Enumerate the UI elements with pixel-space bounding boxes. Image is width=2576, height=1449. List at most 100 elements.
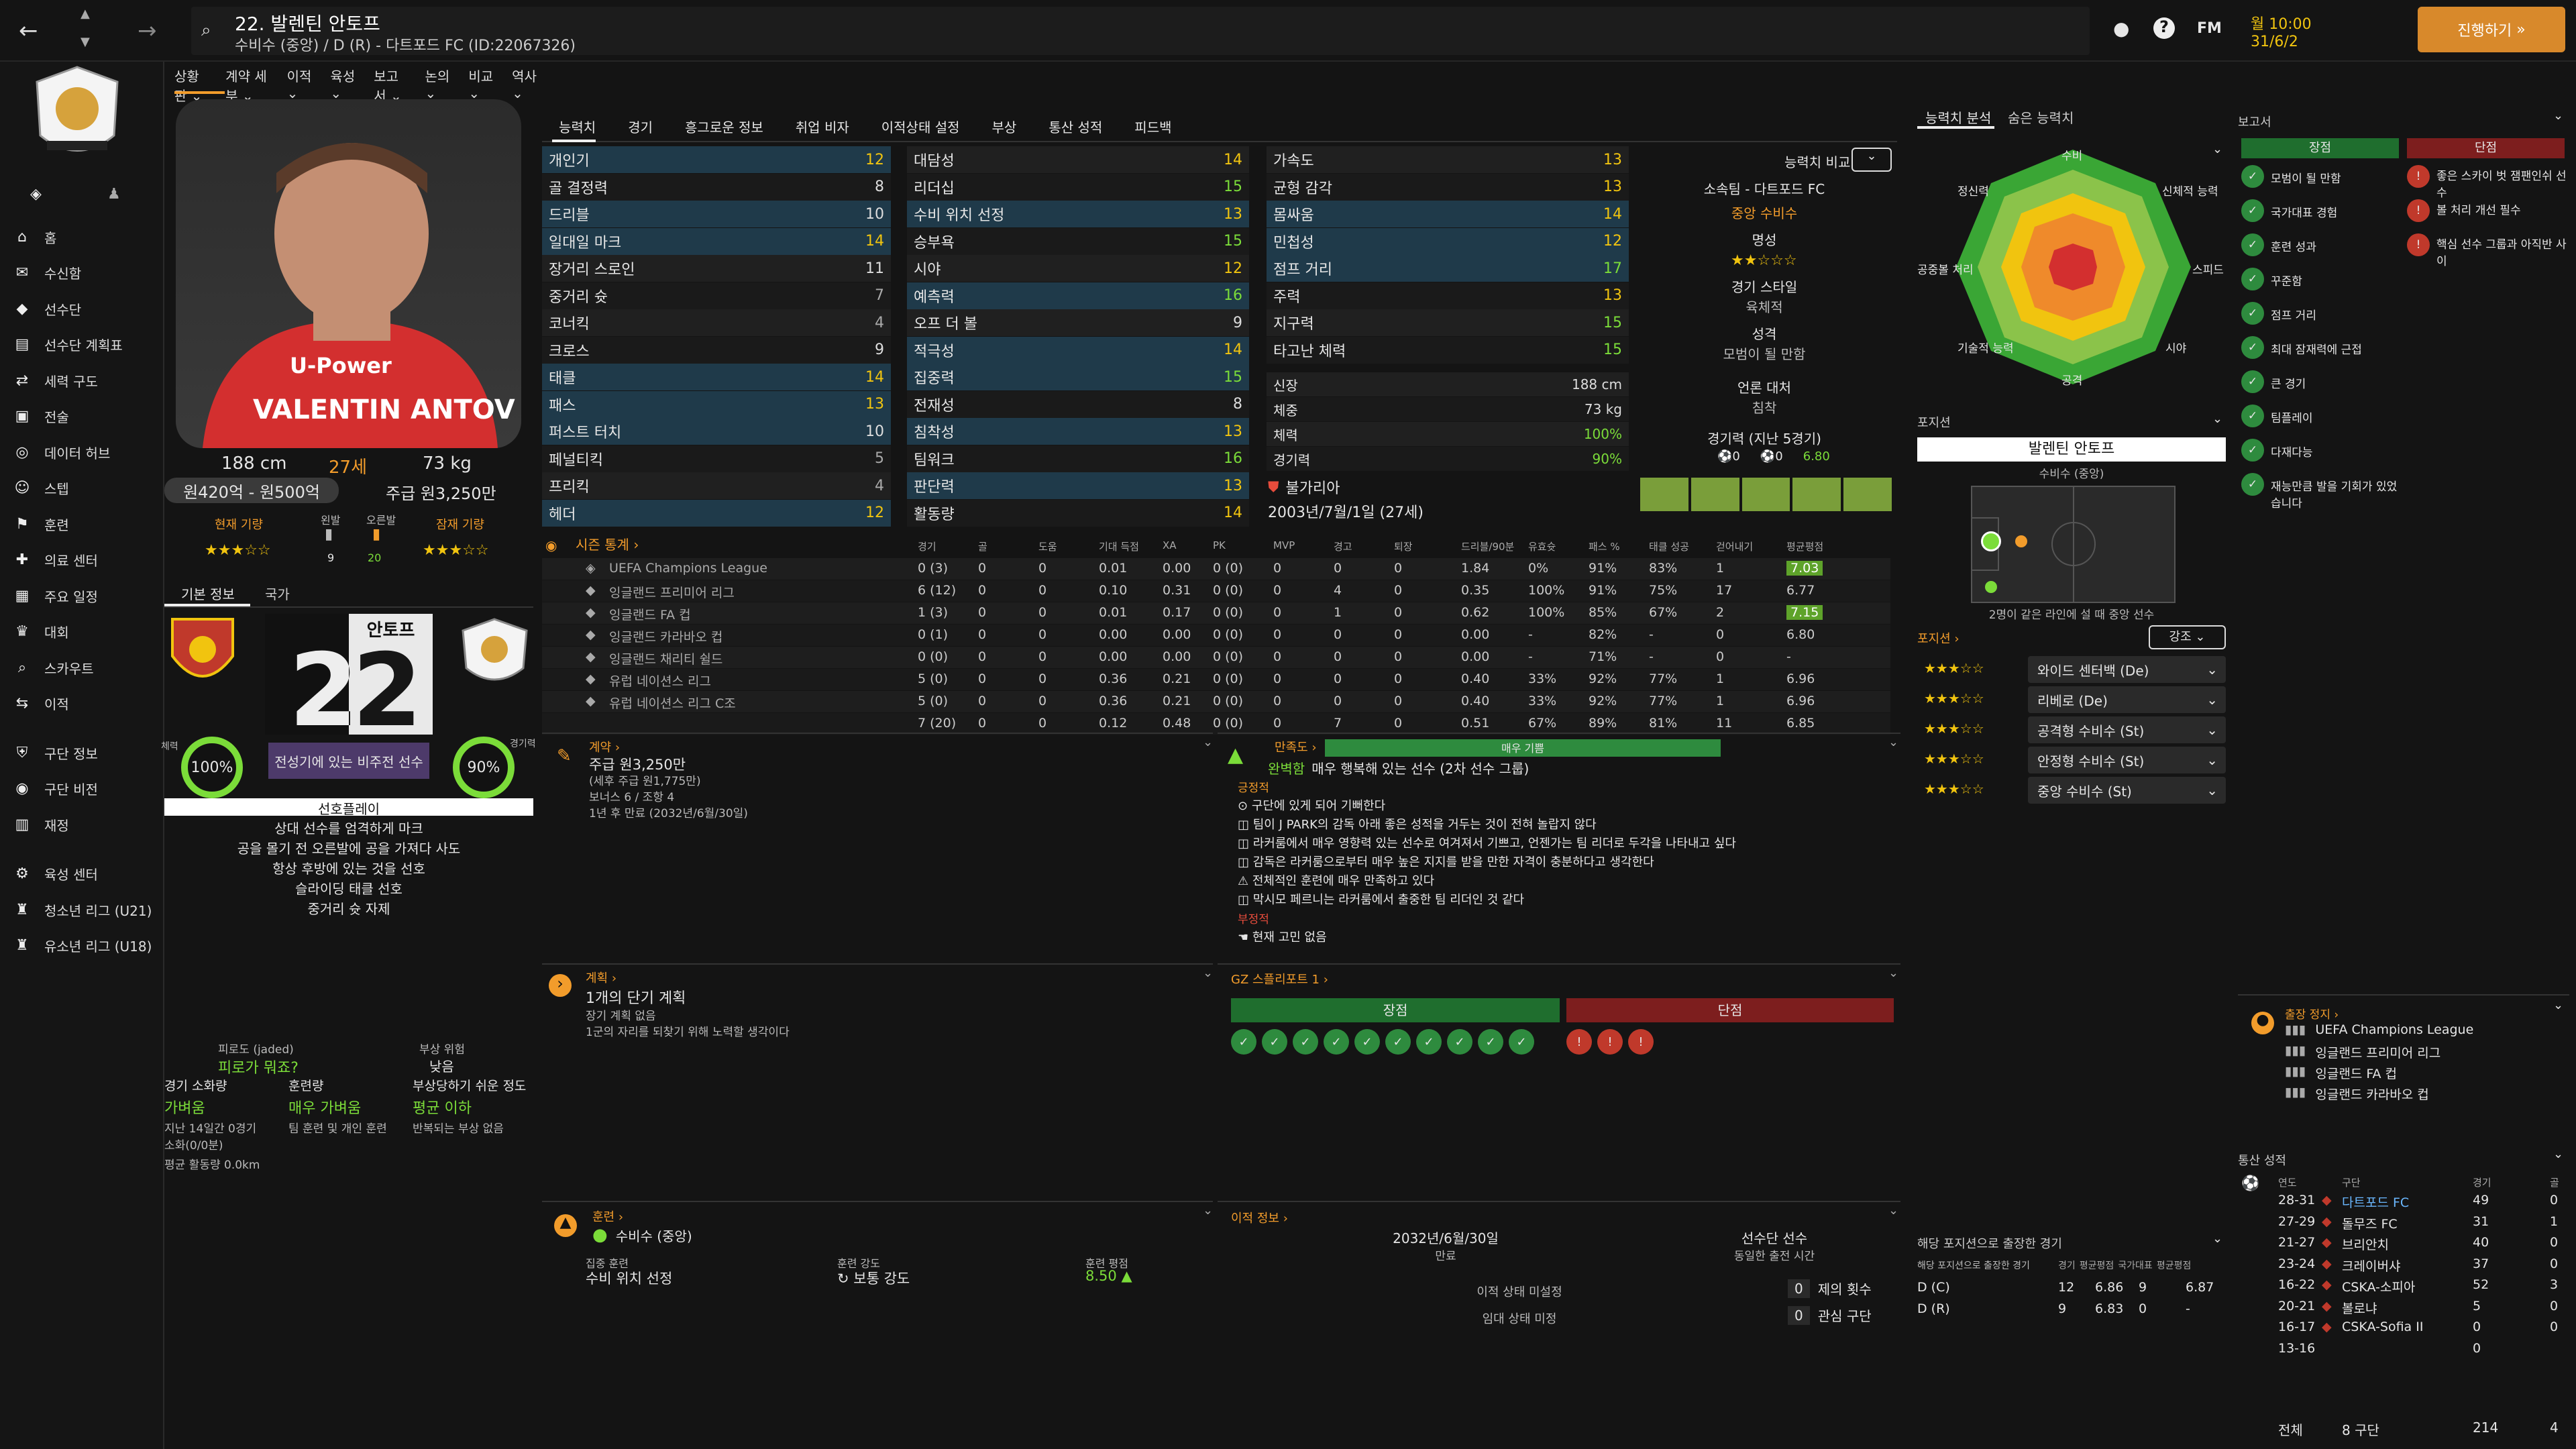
attr-row[interactable]: 골 결정력 8 bbox=[542, 173, 891, 201]
reports-expand-icon[interactable]: ⌄ bbox=[2553, 109, 2564, 123]
attr-row[interactable]: 균형 감각 13 bbox=[1267, 173, 1629, 201]
happiness-title[interactable]: 만족도 › bbox=[1275, 741, 1317, 755]
up-icon[interactable]: ▲ bbox=[80, 7, 90, 21]
sidebar-item-medical[interactable]: ✚ 의료 센터 bbox=[0, 545, 161, 576]
attr-tab-1[interactable]: 경기 bbox=[628, 119, 653, 136]
manager-tab-icon[interactable]: ♟ bbox=[107, 186, 121, 203]
career-row[interactable]: 13-16 0 bbox=[2278, 1341, 2560, 1361]
radar-dropdown-icon[interactable]: ⌄ bbox=[2212, 142, 2223, 156]
transfer-title[interactable]: 이적 정보 › bbox=[1231, 1212, 1288, 1226]
attr-row[interactable]: 판단력 13 bbox=[907, 472, 1249, 499]
fm-icon[interactable]: FM bbox=[2197, 20, 2222, 37]
career-row[interactable]: 16-22 CSKA-소피아 52 3 ◆ bbox=[2278, 1277, 2560, 1297]
strength-badge-icon[interactable]: ✓ bbox=[1293, 1029, 1318, 1055]
club-icon[interactable]: ● bbox=[2113, 17, 2130, 40]
happiness-expand-icon[interactable]: ⌄ bbox=[1888, 735, 1899, 749]
sidebar-item-squad-planner[interactable]: ▤ 선수단 계획표 bbox=[0, 329, 161, 360]
club-tab-icon[interactable]: ◈ bbox=[30, 186, 42, 203]
attr-row[interactable]: 개인기 12 bbox=[542, 146, 891, 173]
sidebar-item-club-info[interactable]: ⛨ 구단 정보 bbox=[0, 737, 161, 768]
plans-expand-icon[interactable]: ⌄ bbox=[1203, 966, 1214, 980]
sidebar-item-finances[interactable]: ▥ 재정 bbox=[0, 809, 161, 840]
banned-expand-icon[interactable]: ⌄ bbox=[2553, 998, 2564, 1012]
season-row[interactable]: ◆ 잉글랜드 프리미어 리그 6 (12) 0 0 0.10 0.31 0 (0) 0 4 0 0.3… bbox=[542, 580, 1890, 602]
season-title[interactable]: 시즌 통계 › bbox=[576, 537, 639, 553]
career-expand-icon[interactable]: ⌄ bbox=[2553, 1147, 2564, 1161]
club-crest[interactable] bbox=[27, 62, 127, 169]
sidebar-item-competitions[interactable]: ♛ 대회 bbox=[0, 616, 161, 647]
career-row[interactable]: 20-21 볼로냐 5 0 ◆ bbox=[2278, 1299, 2560, 1319]
sidebar-item-data-hub[interactable]: ◎ 데이터 허브 bbox=[0, 437, 161, 468]
training-expand-icon[interactable]: ⌄ bbox=[1203, 1203, 1214, 1218]
career-row[interactable]: 23-24 크레이버샤 37 0 ◆ bbox=[2278, 1256, 2560, 1277]
season-row[interactable]: ◆ 잉글랜드 FA 컵 1 (3) 0 0 0.01 0.17 0 (0) 0 1 0 0.62 100… bbox=[542, 602, 1890, 624]
season-row[interactable]: ◆ 유럽 네이션스 리그 5 (0) 0 0 0.36 0.21 0 (0) 0 0 0 0.40 33… bbox=[542, 669, 1890, 690]
sidebar-item-club-vision[interactable]: ◉ 구단 비전 bbox=[0, 773, 161, 804]
career-row[interactable]: 16-17 CSKA-Sofia II 0 0 ◆ bbox=[2278, 1320, 2560, 1340]
sidebar-item-u21[interactable]: ♜ 청소년 리그 (U21) bbox=[0, 894, 161, 925]
season-row[interactable]: ◈ UEFA Champions League 0 (3) 0 0 0.01 0.00 0 (… bbox=[542, 558, 1890, 580]
attr-tab-5[interactable]: 부상 bbox=[991, 119, 1017, 136]
attr-row[interactable]: 수비 위치 선정 13 bbox=[907, 201, 1249, 227]
contract-title[interactable]: 계약 › bbox=[589, 741, 621, 755]
sidebar-item-squad[interactable]: ◆ 선수단 bbox=[0, 293, 161, 324]
strength-badge-icon[interactable]: ✓ bbox=[1262, 1029, 1287, 1055]
forward-icon[interactable]: → bbox=[138, 17, 157, 44]
attr-row[interactable]: 크로스 9 bbox=[542, 336, 891, 364]
role-dropdown[interactable]: 중앙 수비수 (St) ⌄ bbox=[2028, 777, 2226, 804]
attr-row[interactable]: 주력 13 bbox=[1267, 282, 1629, 309]
subtab-2[interactable]: 이적 ⌄ bbox=[286, 68, 312, 101]
sidebar-item-transfers[interactable]: ⇆ 이적 bbox=[0, 688, 161, 719]
strengths-title[interactable]: GZ 스플리포트 1 › bbox=[1231, 973, 1328, 987]
attr-row[interactable]: 헤더 12 bbox=[542, 499, 891, 527]
sidebar-item-home[interactable]: ⌂ 홈 bbox=[0, 221, 161, 252]
attr-row[interactable]: 전재성 8 bbox=[907, 390, 1249, 418]
sidebar-item-inbox[interactable]: ✉ 수신함 bbox=[0, 258, 161, 288]
attr-row[interactable]: 페널티킥 5 bbox=[542, 445, 891, 472]
attr-row[interactable]: 리더십 15 bbox=[907, 173, 1249, 201]
attr-row[interactable]: 태클 14 bbox=[542, 364, 891, 390]
attr-tab-3[interactable]: 취업 비자 bbox=[795, 119, 849, 136]
strength-badge-icon[interactable]: ✓ bbox=[1478, 1029, 1503, 1055]
search-bar[interactable]: ⌕ 22. 발렌틴 안토프 수비수 (중앙) / D (R) - 다트포드 FC… bbox=[191, 7, 2090, 55]
subtab-7[interactable]: 역사 ⌄ bbox=[512, 68, 537, 101]
attr-tab-0[interactable]: 능력치 bbox=[559, 119, 596, 136]
attr-row[interactable]: 일대일 마크 14 bbox=[542, 227, 891, 255]
attr-row[interactable]: 예측력 16 bbox=[907, 282, 1249, 309]
strengths-expand-icon[interactable]: ⌄ bbox=[1888, 966, 1899, 980]
attr-row[interactable]: 드리블 10 bbox=[542, 201, 891, 227]
strength-badge-icon[interactable]: ✓ bbox=[1324, 1029, 1349, 1055]
role-dropdown[interactable]: 공격형 수비수 (St) ⌄ bbox=[2028, 716, 2226, 743]
weakness-badge-icon[interactable]: ! bbox=[1597, 1029, 1623, 1055]
compare-dropdown[interactable]: ⌄ bbox=[1851, 148, 1892, 172]
attr-row[interactable]: 타고난 체력 15 bbox=[1267, 336, 1629, 364]
season-row[interactable]: 7 (20) 0 0 0.12 0.48 0 (0) 0 7 0 0.51 67% 89% 81% 11 6… bbox=[542, 713, 1890, 735]
role-dropdown[interactable]: 리베로 (De) ⌄ bbox=[2028, 686, 2226, 713]
attr-row[interactable]: 활동량 14 bbox=[907, 499, 1249, 527]
roles-title[interactable]: 포지션 › bbox=[1917, 632, 1960, 646]
strength-badge-icon[interactable]: ✓ bbox=[1385, 1029, 1411, 1055]
career-row[interactable]: 21-27 브리안치 40 0 ◆ bbox=[2278, 1235, 2560, 1255]
subtab-5[interactable]: 논의 ⌄ bbox=[425, 68, 450, 101]
sidebar-item-u18[interactable]: ♜ 유소년 리그 (U18) bbox=[0, 930, 161, 961]
season-row[interactable]: ◆ 유럽 네이션스 리그 C조 5 (0) 0 0 0.36 0.21 0 (0) 0 0 0 0.4… bbox=[542, 691, 1890, 712]
role-dropdown[interactable]: 안정형 수비수 (St) ⌄ bbox=[2028, 747, 2226, 773]
training-title[interactable]: 훈련 › bbox=[592, 1210, 624, 1224]
attr-tab-6[interactable]: 통산 성적 bbox=[1049, 119, 1103, 136]
attr-row[interactable]: 중거리 슛 7 bbox=[542, 282, 891, 309]
attr-row[interactable]: 시야 12 bbox=[907, 255, 1249, 282]
season-row[interactable]: ◆ 잉글랜드 채리티 쉴드 0 (0) 0 0 0.00 0.00 0 (0) 0 0 0 0.00 -… bbox=[542, 647, 1890, 668]
down-icon[interactable]: ▼ bbox=[80, 35, 90, 49]
sidebar-item-tactics[interactable]: ▣ 전술 bbox=[0, 401, 161, 432]
help-icon[interactable]: ? bbox=[2153, 17, 2175, 39]
attr-row[interactable]: 지구력 15 bbox=[1267, 309, 1629, 336]
attr-row[interactable]: 승부욕 15 bbox=[907, 227, 1249, 255]
radar-tab-analysis[interactable]: 능력치 분석 bbox=[1925, 110, 1992, 126]
sidebar-item-schedule[interactable]: ▦ 주요 일정 bbox=[0, 580, 161, 611]
strength-badge-icon[interactable]: ✓ bbox=[1231, 1029, 1256, 1055]
attr-row[interactable]: 집중력 15 bbox=[907, 364, 1249, 390]
subtab-3[interactable]: 육성 ⌄ bbox=[330, 68, 356, 101]
attr-row[interactable]: 침착성 13 bbox=[907, 418, 1249, 445]
plans-title[interactable]: 계획 › bbox=[586, 971, 617, 985]
tab-basic-info[interactable]: 기본 정보 bbox=[181, 586, 235, 602]
